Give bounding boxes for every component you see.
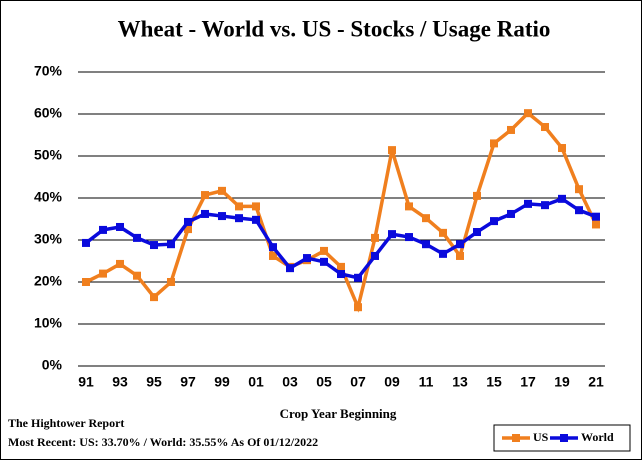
point — [524, 199, 532, 208]
point — [524, 109, 532, 118]
point — [490, 217, 498, 226]
point — [354, 303, 362, 312]
y-tick-label: 20% — [34, 273, 63, 289]
point — [150, 241, 158, 250]
point — [184, 217, 192, 226]
point — [490, 139, 498, 148]
x-tick-label: 97 — [180, 374, 196, 390]
x-tick-label: 19 — [554, 374, 570, 390]
y-tick-label: 40% — [34, 189, 63, 205]
point — [388, 230, 396, 239]
x-tick-label: 91 — [78, 374, 94, 390]
x-tick-label: 09 — [384, 374, 400, 390]
point — [133, 233, 141, 242]
point — [252, 202, 260, 211]
point — [133, 271, 141, 280]
point — [269, 243, 277, 252]
x-tick-label: 03 — [282, 374, 298, 390]
x-tick-label: 21 — [588, 374, 604, 390]
point — [354, 273, 362, 282]
point — [507, 125, 515, 134]
point — [541, 201, 549, 210]
point — [439, 228, 447, 237]
note: Most Recent: US: 33.70% / World: 35.55% … — [8, 435, 318, 449]
y-tick-label: 50% — [34, 147, 63, 163]
x-tick-label: 17 — [520, 374, 536, 390]
point — [150, 293, 158, 302]
x-tick-label: 05 — [316, 374, 332, 390]
point — [201, 191, 209, 200]
point — [218, 212, 226, 221]
point — [439, 249, 447, 258]
point — [252, 215, 260, 224]
point — [558, 144, 566, 153]
point — [575, 185, 583, 194]
x-tick-label: 93 — [112, 374, 128, 390]
point — [82, 238, 90, 247]
point — [320, 246, 328, 255]
x-tick-label: 15 — [486, 374, 502, 390]
point — [235, 202, 243, 211]
point — [456, 251, 464, 260]
point — [286, 264, 294, 273]
point — [167, 278, 175, 286]
point — [371, 251, 379, 260]
point — [507, 209, 515, 218]
point — [99, 269, 107, 278]
legend-label: US — [533, 430, 549, 444]
chart-title: Wheat - World vs. US - Stocks / Usage Ra… — [118, 16, 551, 41]
point — [235, 214, 243, 223]
y-tick-label: 70% — [34, 63, 63, 79]
y-tick-label: 60% — [34, 105, 63, 121]
x-tick-label: 11 — [419, 374, 434, 390]
point — [592, 212, 600, 221]
source: The Hightower Report — [8, 416, 124, 430]
point — [575, 206, 583, 215]
point — [184, 225, 192, 234]
x-tick-label: 99 — [214, 374, 230, 390]
point — [422, 214, 430, 223]
point — [337, 262, 345, 271]
point — [558, 194, 566, 203]
point — [422, 240, 430, 249]
legend-label: World — [581, 430, 614, 444]
point — [303, 254, 311, 263]
x-tick-label: 13 — [452, 374, 468, 390]
point — [116, 222, 124, 231]
point — [473, 228, 481, 237]
legend-marker — [560, 434, 568, 442]
point — [167, 240, 175, 249]
point — [405, 233, 413, 242]
point — [592, 220, 600, 229]
y-tick-label: 10% — [34, 315, 63, 331]
point — [99, 225, 107, 234]
point — [371, 233, 379, 242]
legend-marker — [512, 434, 520, 442]
x-tick-label: 07 — [350, 374, 366, 390]
point — [541, 123, 549, 132]
point — [320, 257, 328, 266]
point — [116, 259, 124, 268]
x-tick-label: 01 — [248, 374, 264, 390]
x-axis-label: Crop Year Beginning — [280, 406, 397, 421]
point — [456, 240, 464, 249]
point — [269, 251, 277, 260]
point — [218, 186, 226, 195]
y-tick-label: 30% — [34, 231, 63, 247]
point — [82, 278, 90, 286]
point — [201, 209, 209, 218]
x-tick-label: 95 — [146, 374, 162, 390]
point — [388, 146, 396, 155]
point — [337, 270, 345, 279]
point — [473, 191, 481, 200]
y-tick-label: 0% — [42, 357, 63, 373]
point — [405, 202, 413, 211]
